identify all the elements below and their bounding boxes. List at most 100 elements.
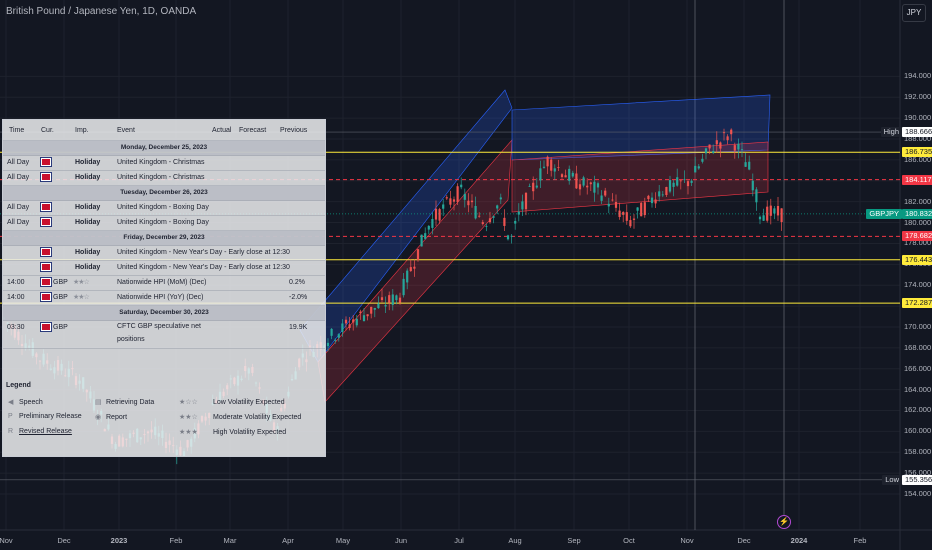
lightning-icon[interactable]: ⚡ bbox=[777, 515, 791, 529]
legend-item: R Revised Release bbox=[8, 428, 72, 435]
importance-stars: ★★☆ bbox=[73, 279, 90, 286]
candle-body bbox=[532, 182, 535, 192]
candle-body bbox=[377, 303, 380, 309]
legend-text: Revised Release bbox=[19, 428, 72, 435]
candle-body bbox=[780, 208, 783, 223]
legend-item: P Preliminary Release bbox=[8, 413, 82, 420]
candle-body bbox=[391, 294, 394, 305]
candle-body bbox=[640, 202, 643, 217]
calendar-event-row[interactable]: All Day Holiday United Kingdom - Christmas bbox=[3, 155, 325, 171]
candle-body bbox=[582, 177, 585, 186]
candle-body bbox=[550, 159, 553, 171]
calendar-event-row[interactable]: All Day Holiday United Kingdom - Christmas bbox=[3, 170, 325, 186]
candle-body bbox=[762, 215, 765, 221]
calendar-event-row[interactable]: All Day Holiday United Kingdom - Boxing Da… bbox=[3, 215, 325, 231]
candle-body bbox=[445, 197, 448, 199]
time-tick: Nov bbox=[680, 536, 694, 545]
candle-body bbox=[510, 235, 513, 237]
legend-text: Speech bbox=[19, 399, 43, 406]
event-currency: GBP bbox=[53, 279, 68, 286]
candle-body bbox=[557, 167, 560, 168]
event-time: 03:30 bbox=[7, 324, 25, 331]
candle-body bbox=[373, 307, 376, 310]
candle-body bbox=[449, 198, 452, 205]
candle-body bbox=[589, 182, 592, 185]
legend-text: Low Volatility Expected bbox=[213, 399, 285, 406]
price-badge-value: 184.117 bbox=[902, 174, 932, 185]
candle-body bbox=[406, 270, 409, 283]
price-badge-label: High bbox=[880, 127, 902, 138]
candle-body bbox=[506, 235, 510, 240]
candle-body bbox=[701, 158, 704, 162]
uk-flag-icon bbox=[41, 290, 51, 305]
price-tick: 166.000 bbox=[904, 363, 932, 373]
calendar-event-row[interactable]: 14:00 GBP ★★☆ Nationwide HPI (YoY) (Dec) -2.… bbox=[3, 290, 325, 306]
candle-body bbox=[542, 166, 546, 168]
candle-body bbox=[409, 267, 412, 272]
candle-body bbox=[697, 166, 700, 169]
price-badge-value: 188.666 bbox=[902, 127, 932, 138]
candle-body bbox=[586, 185, 589, 188]
candle-body bbox=[708, 144, 711, 149]
calendar-event-row[interactable]: Holiday United Kingdom - New Year's Day -… bbox=[3, 260, 325, 276]
candle-body bbox=[744, 162, 747, 167]
candle-body bbox=[755, 189, 758, 203]
price-tick: 156.000 bbox=[904, 468, 932, 478]
legend-text: Retrieving Data bbox=[106, 399, 155, 406]
event-name: United Kingdom - Boxing Day bbox=[117, 204, 209, 211]
candle-body bbox=[424, 233, 427, 239]
price-tick: 186.000 bbox=[904, 154, 932, 164]
candle-body bbox=[420, 234, 423, 247]
candle-body bbox=[463, 193, 466, 200]
event-time: All Day bbox=[7, 159, 30, 166]
currency-button[interactable]: JPY bbox=[902, 4, 926, 22]
candle-body bbox=[503, 217, 506, 226]
time-tick: Nov bbox=[0, 536, 13, 545]
event-previous: -2.0% bbox=[289, 294, 308, 301]
candle-body bbox=[625, 212, 628, 221]
event-currency: GBP bbox=[53, 324, 68, 331]
legend-symbol-icon: P bbox=[8, 413, 13, 420]
price-badge-value: 186.735 bbox=[902, 147, 932, 158]
candle-body bbox=[607, 203, 610, 207]
price-tick: 170.000 bbox=[904, 321, 932, 331]
time-tick: Dec bbox=[57, 536, 71, 545]
calendar-event-row[interactable]: All Day Holiday United Kingdom - Boxing Da… bbox=[3, 200, 325, 216]
candle-body bbox=[488, 218, 492, 223]
candle-body bbox=[416, 249, 420, 261]
time-tick: Jun bbox=[394, 536, 408, 545]
candle-body bbox=[636, 207, 639, 211]
header-actual: Actual bbox=[212, 127, 232, 134]
event-time: All Day bbox=[7, 204, 30, 211]
event-name-cont: positions bbox=[117, 336, 145, 343]
importance-label: Holiday bbox=[75, 174, 101, 181]
legend-title: Legend bbox=[6, 382, 31, 389]
importance-stars: ★★☆ bbox=[73, 294, 90, 301]
candle-body bbox=[553, 168, 556, 172]
event-time: All Day bbox=[7, 174, 30, 181]
legend-symbol-icon: R bbox=[8, 428, 14, 435]
candle-body bbox=[413, 266, 416, 269]
time-tick: Sep bbox=[567, 536, 581, 545]
candle-body bbox=[398, 297, 402, 303]
calendar-event-row[interactable]: 03:30 GBP CFTC GBP speculative net position… bbox=[3, 320, 325, 349]
calendar-event-row[interactable]: 14:00 GBP ★★☆ Nationwide HPI (MoM) (Dec) 0.2… bbox=[3, 275, 325, 291]
price-tick: 192.000 bbox=[904, 92, 932, 102]
legend-item: ◀ Speech bbox=[8, 398, 43, 406]
candle-body bbox=[359, 311, 362, 314]
importance-label: Holiday bbox=[75, 204, 101, 211]
price-tick: 180.000 bbox=[904, 217, 932, 227]
candle-body bbox=[600, 195, 603, 201]
candle-body bbox=[341, 323, 344, 332]
calendar-event-row[interactable]: Holiday United Kingdom - New Year's Day -… bbox=[3, 245, 325, 261]
uk-flag-icon bbox=[41, 260, 51, 275]
legend-item: ★★★ High Volatility Expected bbox=[179, 428, 286, 436]
candle-body bbox=[676, 177, 679, 186]
candle-body bbox=[496, 205, 499, 209]
uk-flag-icon bbox=[41, 245, 51, 260]
legend-item: ▤ Retrieving Data bbox=[95, 398, 154, 406]
candle-body bbox=[658, 191, 661, 197]
candle-body bbox=[643, 202, 646, 216]
legend-text: Moderate Volatility Expected bbox=[213, 414, 302, 421]
candle-body bbox=[380, 297, 384, 301]
